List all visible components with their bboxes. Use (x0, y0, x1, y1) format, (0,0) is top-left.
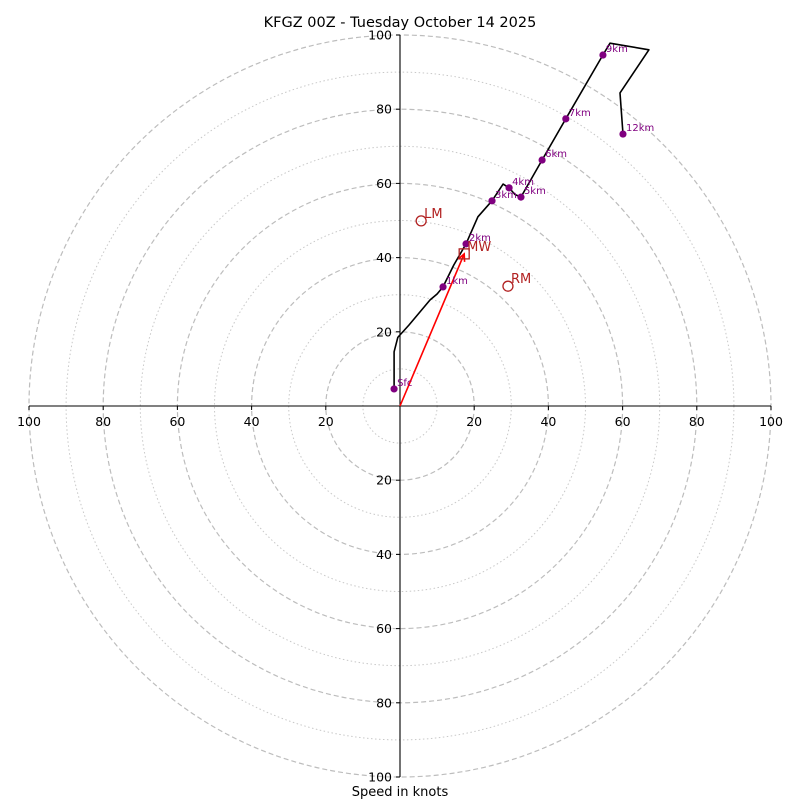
x-tick-label: 80 (95, 414, 111, 429)
height-marker-7km (562, 115, 570, 123)
height-marker-sfc (390, 385, 398, 393)
mean-wind-arrow-shaft (399, 253, 465, 407)
height-marker-9km (599, 51, 607, 59)
height-label-9km: 9km (606, 44, 628, 55)
storm-marker-mw (458, 248, 470, 260)
y-tick-label: 20 (376, 473, 392, 488)
height-marker-3km (488, 197, 496, 205)
height-label-1km: 1km (446, 276, 468, 287)
storm-motion-markers: LM MW RM (415, 207, 531, 292)
y-tick-label: 80 (376, 102, 392, 117)
x-tick-label: 100 (17, 414, 41, 429)
x-tick-label: 40 (540, 414, 556, 429)
tick-labels: 100 80 60 40 20 20 40 60 80 100 100 80 60 40 20 20 40 60 8… (17, 28, 783, 785)
y-tick-label: 20 (376, 324, 392, 339)
height-label-2km: 2km (469, 233, 491, 244)
hodograph-line (393, 42, 650, 389)
height-label-3km: 3km (495, 190, 517, 201)
storm-label-mw: MW (467, 240, 491, 255)
storm-marker-rm (502, 280, 514, 292)
x-tick-label: 60 (615, 414, 631, 429)
storm-marker-lm (415, 215, 427, 227)
x-tick-label: 100 (759, 414, 783, 429)
height-label-6km: 6km (545, 149, 567, 160)
x-tick-label: 80 (689, 414, 705, 429)
height-marker-4km (505, 184, 513, 192)
height-marker-6km (538, 156, 546, 164)
height-label-5km: 5km (524, 186, 546, 197)
y-tick-label: 40 (376, 250, 392, 265)
y-tick-label: 100 (368, 28, 392, 43)
height-label-sfc: Sfc (397, 378, 412, 389)
storm-label-lm: LM (424, 207, 442, 222)
chart-title: KFGZ 00Z - Tuesday October 14 2025 (264, 15, 537, 31)
y-tick-label: 60 (376, 176, 392, 191)
hodograph-trace (393, 42, 650, 389)
y-tick-label: 60 (376, 621, 392, 636)
height-label-12km: 12km (626, 123, 654, 134)
storm-label-rm: RM (511, 272, 531, 287)
x-tick-label: 20 (318, 414, 334, 429)
x-tick-label: 60 (169, 414, 185, 429)
y-tick-label: 100 (368, 770, 392, 785)
height-label-4km: 4km (512, 177, 534, 188)
height-marker-12km (619, 130, 627, 138)
height-marker-5km (517, 193, 525, 201)
height-marker-1km (439, 283, 447, 291)
x-tick-label: 20 (466, 414, 482, 429)
height-marker-2km (462, 240, 470, 248)
y-tick-label: 80 (376, 695, 392, 710)
x-tick-label: 40 (244, 414, 260, 429)
y-tick-label: 40 (376, 547, 392, 562)
height-label-7km: 7km (569, 108, 591, 119)
x-axis-label: Speed in knots (352, 785, 449, 800)
